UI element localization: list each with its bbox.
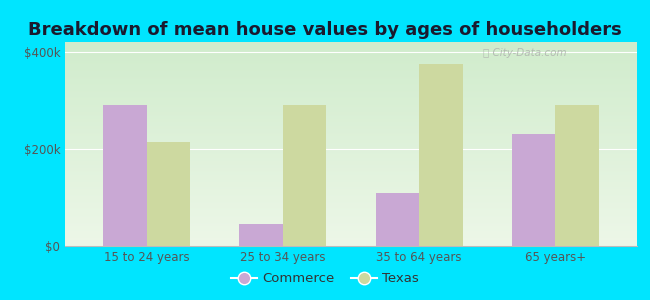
Bar [239,224,283,246]
Bar [555,105,599,246]
Legend: Commerce, Texas: Commerce, Texas [226,267,424,290]
Bar [103,105,147,246]
Text: ⓘ City-Data.com: ⓘ City-Data.com [482,48,566,58]
Text: Breakdown of mean house values by ages of householders: Breakdown of mean house values by ages o… [28,21,622,39]
Bar [419,64,463,246]
Bar [283,105,326,246]
Bar [376,193,419,246]
Bar [147,142,190,246]
Bar [512,134,555,246]
